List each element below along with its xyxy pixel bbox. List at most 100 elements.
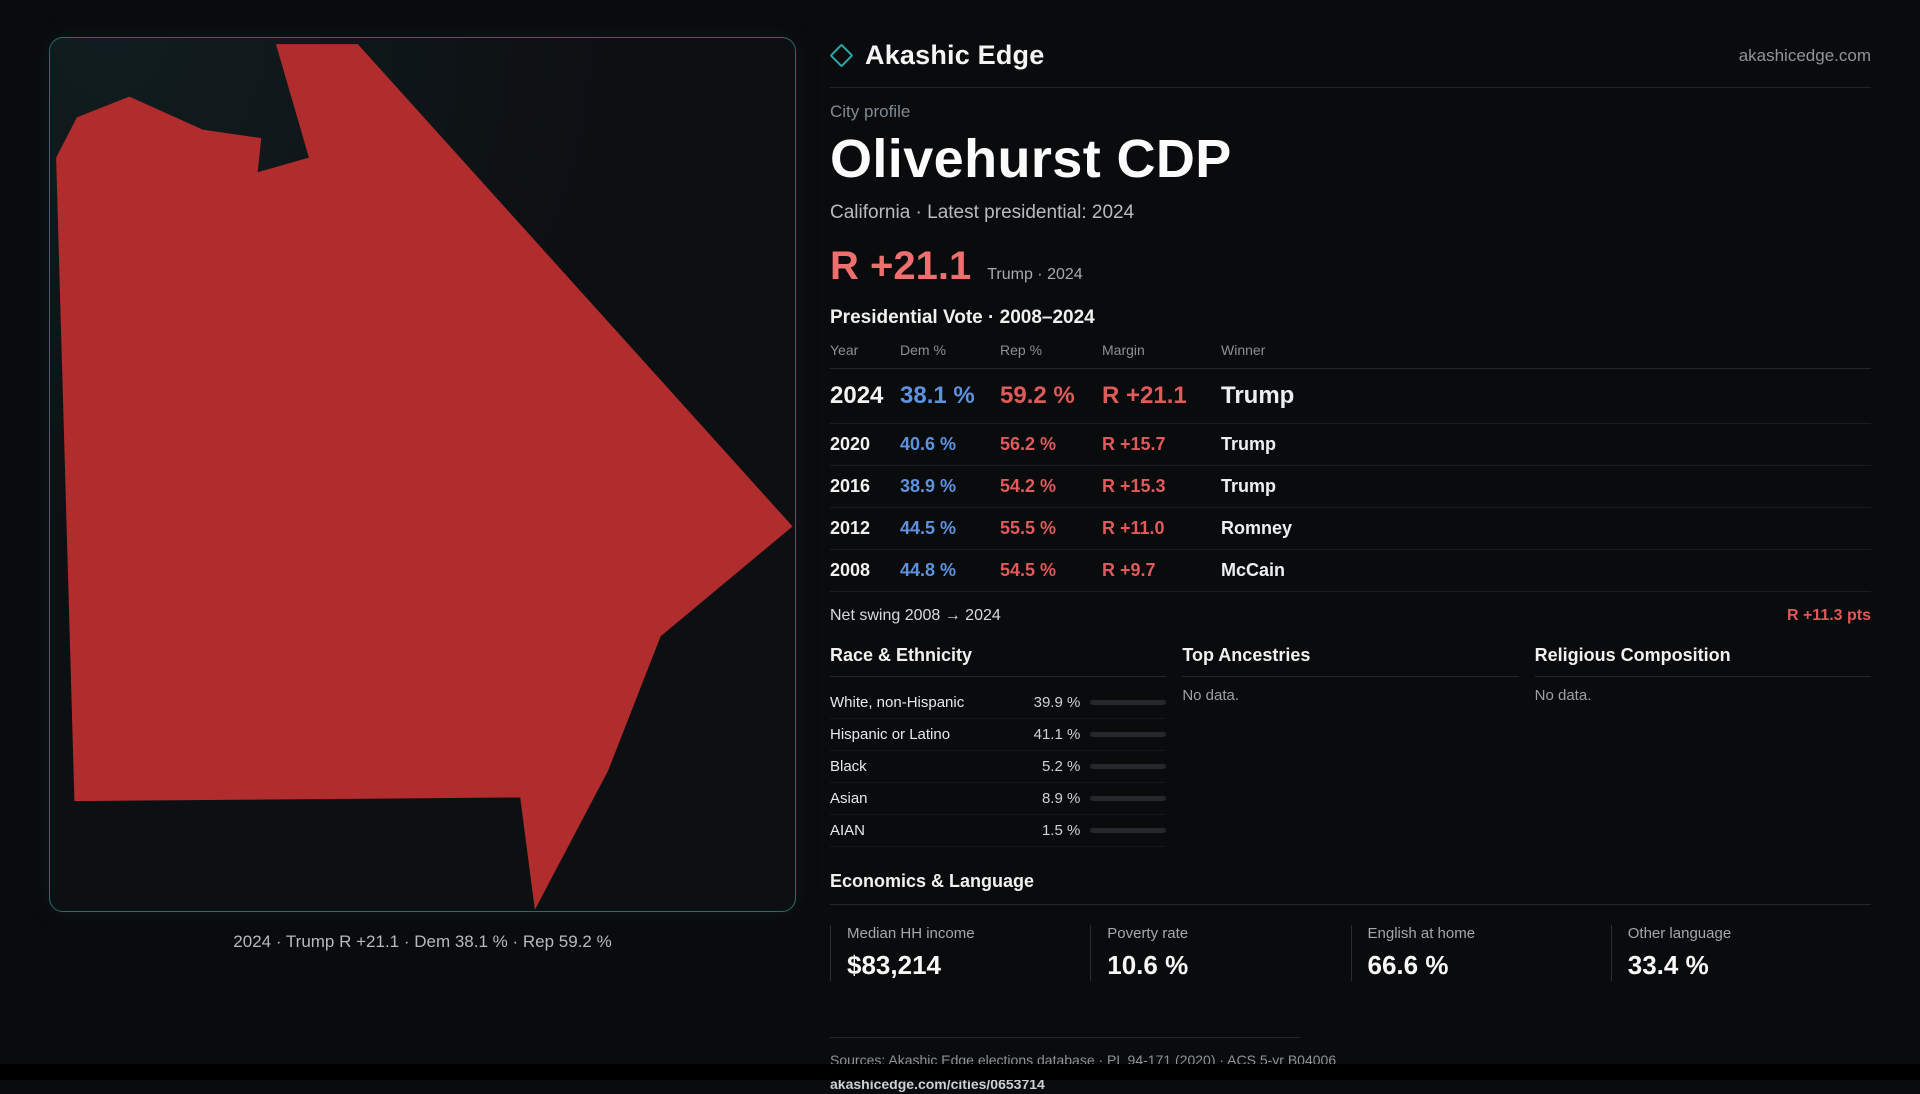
- race-row: Black 5.2 %: [830, 751, 1167, 783]
- cell-winner: McCain: [1221, 560, 1286, 580]
- race-bar: [1090, 828, 1167, 833]
- top-ancestries-title: Top Ancestries: [1182, 645, 1519, 677]
- vote-row: 2008 44.8 % 54.5 % R +9.7 McCain: [830, 550, 1871, 592]
- page-subtitle: California · Latest presidential: 2024: [830, 202, 1135, 223]
- col-winner: Winner: [1221, 342, 1266, 358]
- race-ethnicity-title: Race & Ethnicity: [830, 645, 1167, 677]
- race-row: Hispanic or Latino 41.1 %: [830, 719, 1167, 751]
- profile-panel: Akashic Edge akashicedge.com City profil…: [829, 34, 1871, 1094]
- race-label: AIAN: [830, 822, 866, 839]
- cell-margin: R +15.3: [1102, 476, 1166, 496]
- stat-poverty-rate: Poverty rate 10.6 %: [1090, 925, 1350, 981]
- stat-value: 33.4 %: [1627, 950, 1709, 980]
- map-section: 2024 · Trump R +21.1 · Dem 38.1 % · Rep …: [49, 37, 796, 952]
- religious-composition-empty: No data.: [1534, 687, 1592, 704]
- footer-divider: [830, 1037, 1300, 1038]
- city-shape-svg: [56, 44, 793, 910]
- diamond-logo-icon: [829, 43, 854, 68]
- brand-name: Akashic Edge: [865, 40, 1045, 70]
- site-domain-link[interactable]: akashicedge.com: [1738, 45, 1871, 65]
- vote-row: 2024 38.1 % 59.2 % R +21.1 Trump: [830, 369, 1871, 424]
- headline-margin-value: R +21.1: [830, 244, 972, 288]
- net-swing-label: Net swing 2008 → 2024: [830, 607, 1001, 624]
- vote-table-header: Year Dem % Rep % Margin Winner: [830, 342, 1871, 369]
- race-value: 8.9 %: [1041, 790, 1081, 807]
- vote-row: 2020 40.6 % 56.2 % R +15.7 Trump: [830, 424, 1871, 466]
- stat-median-hh-income: Median HH income $83,214: [830, 925, 1090, 981]
- eyebrow-label: City profile: [830, 102, 911, 121]
- cell-margin: R +21.1: [1102, 382, 1187, 409]
- cell-year: 2012: [830, 518, 871, 538]
- economics-section: Economics & Language Median HH income $8…: [830, 871, 1871, 981]
- cell-rep: 56.2 %: [1000, 434, 1057, 454]
- map-caption: 2024 · Trump R +21.1 · Dem 38.1 % · Rep …: [233, 932, 612, 951]
- race-bar: [1090, 700, 1167, 705]
- headline-margin-row: R +21.1 Trump · 2024: [830, 244, 1871, 289]
- cell-margin: R +11.0: [1102, 518, 1165, 538]
- cell-year: 2008: [830, 560, 871, 580]
- race-bar: [1090, 796, 1167, 801]
- race-value: 39.9 %: [1033, 694, 1081, 711]
- cell-year: 2016: [830, 476, 871, 496]
- race-bar: [1090, 732, 1167, 737]
- cell-margin: R +15.7: [1102, 434, 1166, 454]
- cell-rep: 55.5 %: [1000, 518, 1057, 538]
- race-label: Asian: [830, 790, 868, 807]
- top-ancestries-column: Top Ancestries No data.: [1182, 645, 1519, 847]
- religious-composition-column: Religious Composition No data.: [1534, 645, 1871, 847]
- race-row: Asian 8.9 %: [830, 783, 1167, 815]
- col-year: Year: [830, 342, 859, 358]
- col-margin: Margin: [1102, 342, 1145, 358]
- cell-dem: 38.9 %: [900, 476, 957, 496]
- page-title: Olivehurst CDP: [830, 129, 1232, 189]
- headline-margin-note: Trump · 2024: [987, 266, 1083, 283]
- cell-winner: Trump: [1221, 382, 1295, 409]
- vote-table: Year Dem % Rep % Margin Winner 2024 38.1…: [830, 342, 1871, 592]
- vote-table-title: Presidential Vote · 2008–2024: [830, 307, 1095, 328]
- race-value: 1.5 %: [1041, 822, 1081, 839]
- race-row: White, non-Hispanic 39.9 %: [830, 687, 1167, 719]
- cell-year: 2020: [830, 434, 871, 454]
- col-dem: Dem %: [900, 342, 946, 358]
- demographics-section: Race & Ethnicity White, non-Hispanic 39.…: [830, 645, 1871, 847]
- cell-winner: Trump: [1221, 434, 1277, 454]
- race-label: White, non-Hispanic: [830, 694, 965, 711]
- stat-value: $83,214: [847, 950, 941, 980]
- race-label: Black: [830, 758, 867, 775]
- site-header: Akashic Edge akashicedge.com: [829, 34, 1871, 88]
- race-row: AIAN 1.5 %: [830, 815, 1167, 847]
- race-label: Hispanic or Latino: [830, 726, 951, 743]
- stat-label: Other language: [1627, 925, 1732, 942]
- cell-year: 2024: [830, 382, 884, 409]
- stat-label: English at home: [1367, 925, 1476, 942]
- stat-label: Poverty rate: [1107, 925, 1189, 942]
- cell-rep: 59.2 %: [1000, 382, 1075, 409]
- city-boundary-polygon: [56, 44, 793, 910]
- race-value: 41.1 %: [1033, 726, 1081, 743]
- race-value: 5.2 %: [1041, 758, 1081, 775]
- race-bar: [1090, 764, 1167, 769]
- economics-stats: Median HH income $83,214 Poverty rate 10…: [830, 925, 1871, 981]
- stat-english-at-home: English at home 66.6 %: [1350, 925, 1611, 981]
- stat-label: Median HH income: [847, 925, 975, 942]
- cell-dem: 44.8 %: [900, 560, 957, 580]
- cell-dem: 44.5 %: [900, 518, 957, 538]
- stat-other-language: Other language 33.4 %: [1610, 925, 1871, 981]
- religious-composition-title: Religious Composition: [1534, 645, 1871, 677]
- cell-dem: 40.6 %: [900, 434, 957, 454]
- stat-value: 66.6 %: [1367, 950, 1449, 980]
- cell-rep: 54.5 %: [1000, 560, 1057, 580]
- economics-title: Economics & Language: [830, 871, 1871, 905]
- bottom-strip: [0, 1064, 1920, 1080]
- net-swing-row: Net swing 2008 → 2024 R +11.3 pts: [830, 607, 1871, 625]
- cell-winner: Trump: [1221, 476, 1277, 496]
- top-ancestries-empty: No data.: [1182, 687, 1240, 704]
- race-ethnicity-column: Race & Ethnicity White, non-Hispanic 39.…: [830, 645, 1167, 847]
- cell-margin: R +9.7: [1102, 560, 1156, 580]
- cell-dem: 38.1 %: [900, 382, 975, 409]
- brand[interactable]: Akashic Edge: [829, 40, 1045, 71]
- vote-row: 2016 38.9 % 54.2 % R +15.3 Trump: [830, 466, 1871, 508]
- cell-rep: 54.2 %: [1000, 476, 1057, 496]
- cell-winner: Romney: [1221, 518, 1293, 538]
- net-swing-value: R +11.3 pts: [1786, 607, 1871, 624]
